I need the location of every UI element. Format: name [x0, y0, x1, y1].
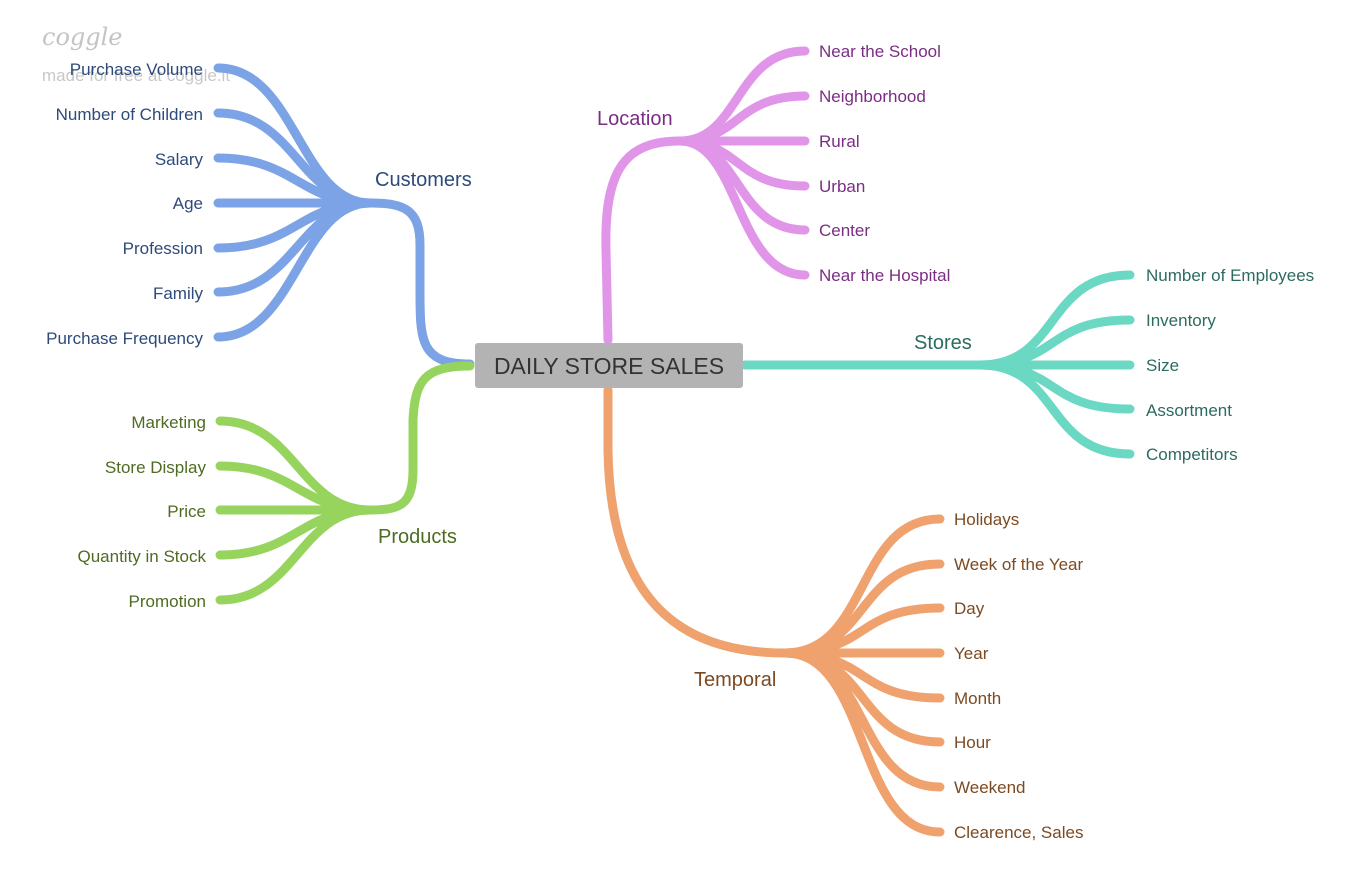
- edge-products-main: [365, 361, 475, 515]
- edge-location-near-the-hospital[interactable]: [675, 136, 810, 280]
- node-quantity-in-stock[interactable]: Quantity in Stock: [77, 547, 206, 566]
- node-purchase-frequency[interactable]: Purchase Frequency: [46, 329, 203, 348]
- node-age[interactable]: Age: [173, 194, 203, 213]
- node-promotion[interactable]: Promotion: [129, 592, 206, 611]
- node-purchase-volume[interactable]: Purchase Volume: [70, 60, 203, 79]
- node-month[interactable]: Month: [954, 689, 1001, 708]
- node-salary[interactable]: Salary: [155, 150, 204, 169]
- node-hour[interactable]: Hour: [954, 733, 991, 752]
- node-near-the-hospital[interactable]: Near the Hospital: [819, 266, 950, 285]
- branch-stores: Stores Number of Employees Inventory Siz…: [740, 266, 1314, 464]
- node-urban[interactable]: Urban: [819, 177, 865, 196]
- node-neighborhood[interactable]: Neighborhood: [819, 87, 926, 106]
- edge-temporal-clearence-sales[interactable]: [780, 648, 945, 837]
- node-rural[interactable]: Rural: [819, 132, 860, 151]
- coggle-logo: coggle: [42, 23, 123, 51]
- node-near-the-school[interactable]: Near the School: [819, 42, 941, 61]
- node-week-of-the-year[interactable]: Week of the Year: [954, 555, 1084, 574]
- edge-customers-purchase-frequency[interactable]: [213, 198, 375, 342]
- node-assortment[interactable]: Assortment: [1146, 401, 1232, 420]
- node-temporal[interactable]: Temporal: [694, 669, 776, 691]
- edge-temporal-main: [603, 385, 790, 658]
- node-day[interactable]: Day: [954, 599, 985, 618]
- edge-products-promotion[interactable]: [215, 505, 375, 605]
- edge-customers-main: [365, 198, 475, 369]
- node-center[interactable]: Center: [819, 221, 870, 240]
- node-weekend[interactable]: Weekend: [954, 778, 1026, 797]
- node-products[interactable]: Products: [378, 526, 457, 548]
- central-node-box[interactable]: [475, 343, 743, 388]
- central-node-label[interactable]: DAILY STORE SALES: [494, 353, 724, 379]
- node-clearence-sales[interactable]: Clearence, Sales: [954, 823, 1083, 842]
- branch-products: Products Marketing Store Display Price Q…: [77, 361, 475, 611]
- node-marketing[interactable]: Marketing: [131, 413, 206, 432]
- edge-location-main: [601, 136, 685, 345]
- node-size[interactable]: Size: [1146, 356, 1179, 375]
- node-stores[interactable]: Stores: [914, 332, 972, 354]
- branch-customers: Customers Purchase Volume Number of Chil…: [46, 60, 475, 369]
- edge-stores-competitors[interactable]: [975, 360, 1135, 459]
- node-customers[interactable]: Customers: [375, 169, 472, 191]
- coggle-tagline: made for free at coggle.it: [42, 66, 230, 85]
- node-number-of-children[interactable]: Number of Children: [56, 105, 203, 124]
- node-store-display[interactable]: Store Display: [105, 458, 207, 477]
- node-number-of-employees[interactable]: Number of Employees: [1146, 266, 1314, 285]
- node-holidays[interactable]: Holidays: [954, 510, 1019, 529]
- node-price[interactable]: Price: [167, 502, 206, 521]
- branch-temporal: Temporal Holidays Week of the Year Day Y…: [603, 385, 1084, 842]
- node-competitors[interactable]: Competitors: [1146, 445, 1238, 464]
- node-year[interactable]: Year: [954, 644, 989, 663]
- node-family[interactable]: Family: [153, 284, 204, 303]
- node-profession[interactable]: Profession: [123, 239, 203, 258]
- central-node[interactable]: DAILY STORE SALES: [475, 343, 743, 388]
- branch-location: Location Near the School Neighborhood Ru…: [597, 42, 950, 345]
- node-location[interactable]: Location: [597, 108, 673, 130]
- node-inventory[interactable]: Inventory: [1146, 311, 1216, 330]
